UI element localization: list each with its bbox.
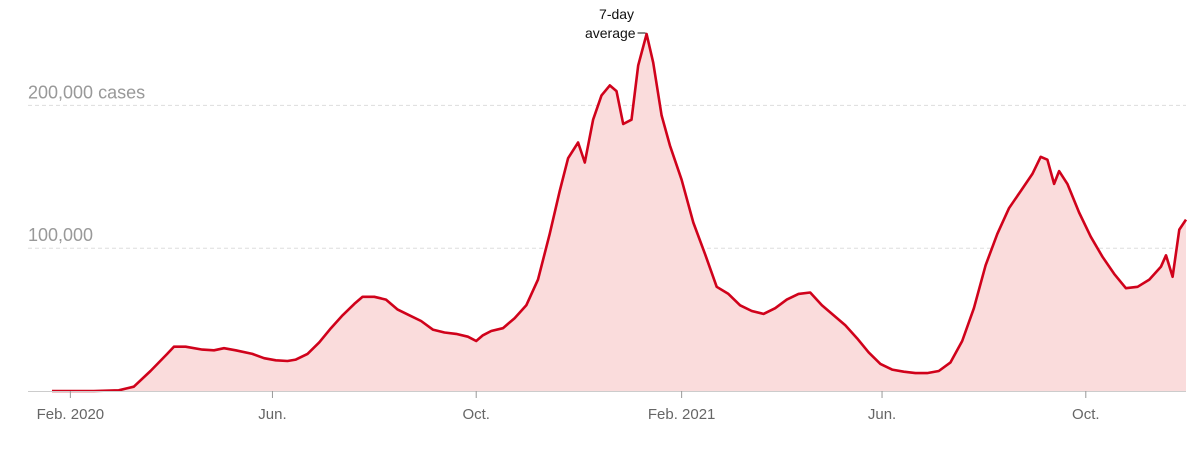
x-tick-label: Jun. (258, 406, 286, 423)
y-tick-label: 100,000 (28, 225, 93, 245)
x-axis: Feb. 2020 Jun. Oct. Feb. 2021 Jun. Oct. (37, 391, 1100, 423)
y-axis: 200,000 cases 100,000 (28, 82, 145, 245)
x-tick-label: Feb. 2020 (37, 406, 105, 423)
annotation-line-1: 7-day (599, 6, 634, 22)
cases-line (52, 32, 1188, 393)
cases-area (52, 34, 1186, 391)
gridlines (28, 104, 1186, 249)
x-tick-label: Feb. 2021 (648, 406, 716, 423)
x-tick-label: Jun. (868, 406, 896, 423)
x-tick-label: Oct. (462, 406, 490, 423)
annotation-line-2: average (585, 25, 636, 41)
x-tick-label: Oct. (1072, 406, 1100, 423)
y-tick-label: 200,000 cases (28, 82, 145, 102)
average-annotation: 7-day average (585, 6, 646, 41)
